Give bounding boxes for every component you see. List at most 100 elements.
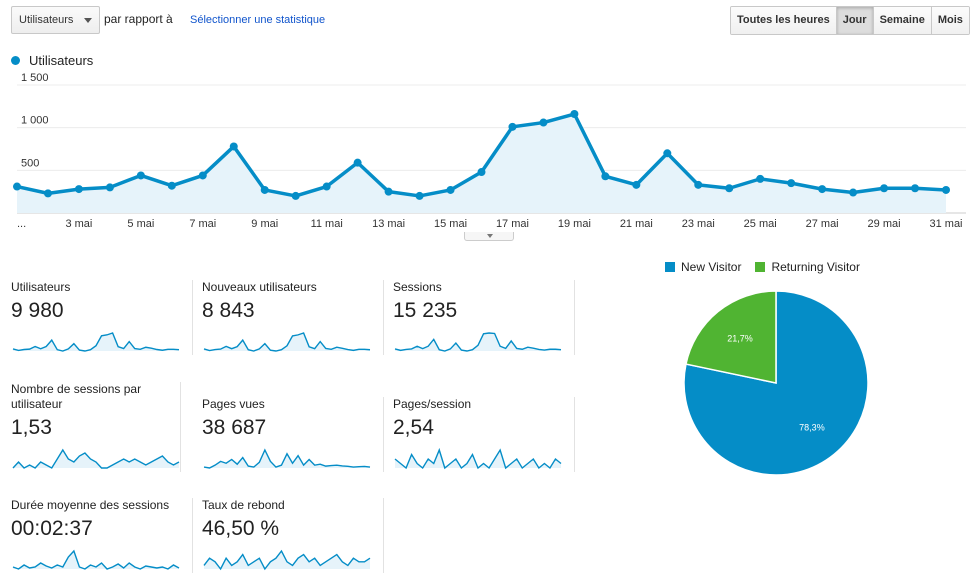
tile-value: 1,53 bbox=[11, 416, 52, 439]
y-tick-label: 1 000 bbox=[21, 115, 49, 127]
tile-value: 38 687 bbox=[202, 416, 267, 439]
pie-legend-item[interactable]: New Visitor bbox=[665, 260, 741, 274]
data-point bbox=[43, 189, 52, 198]
sparkline-line bbox=[12, 332, 180, 352]
period-month-button[interactable]: Mois bbox=[931, 7, 969, 34]
tile-sparkline bbox=[12, 448, 180, 469]
period-week-button[interactable]: Semaine bbox=[873, 7, 932, 34]
data-point bbox=[663, 149, 672, 158]
data-point bbox=[508, 122, 517, 131]
data-point bbox=[911, 184, 920, 193]
returning-visitor-swatch bbox=[755, 262, 766, 272]
data-point bbox=[601, 172, 610, 181]
tile-label: Pages/session bbox=[393, 397, 472, 411]
tile-label: Sessions bbox=[393, 280, 442, 294]
data-point bbox=[353, 158, 362, 167]
x-tick-label: 17 mai bbox=[496, 218, 529, 230]
data-point bbox=[818, 185, 827, 194]
select-statistic-link[interactable]: Sélectionner une statistique bbox=[190, 14, 326, 26]
users-over-time-chart: 500 1 000 1 500... 3 mai 5 mai 7 mai 9 mai 11 m… bbox=[13, 72, 966, 230]
data-point bbox=[570, 110, 579, 119]
x-tick-label: 31 mai bbox=[929, 218, 962, 230]
data-point bbox=[849, 188, 858, 197]
series-area bbox=[17, 114, 946, 213]
pie-slice bbox=[685, 290, 777, 384]
data-point bbox=[198, 171, 207, 180]
data-point bbox=[260, 185, 269, 194]
x-tick-label: 15 mai bbox=[434, 218, 467, 230]
pie-legend: New Visitor Returning Visitor bbox=[665, 260, 874, 274]
compare-label: par rapport à bbox=[104, 12, 173, 26]
sparkline-line bbox=[203, 448, 371, 469]
tile-avg-session-duration: Durée moyenne des sessions 00:02:37 bbox=[11, 498, 193, 573]
tile-label: Nouveaux utilisateurs bbox=[202, 280, 317, 294]
data-point bbox=[229, 142, 238, 151]
data-point bbox=[291, 191, 300, 200]
data-point bbox=[880, 184, 889, 193]
tile-label: Nombre de sessions par utilisateur bbox=[11, 382, 142, 411]
visitor-type-pie-chart: 78,3% 21,7% bbox=[683, 290, 869, 476]
tile-sparkline bbox=[203, 332, 371, 352]
data-point bbox=[384, 187, 393, 196]
x-tick-label: 25 mai bbox=[744, 218, 777, 230]
tile-pages-per-session: Pages/session 2,54 bbox=[393, 397, 575, 472]
x-tick-label: 19 mai bbox=[558, 218, 591, 230]
pie-slice-label: 21,7% bbox=[727, 334, 753, 344]
x-tick-label: 11 mai bbox=[311, 218, 343, 230]
metric-select-value: Utilisateurs bbox=[19, 14, 74, 26]
data-point bbox=[756, 174, 765, 183]
sparkline-line bbox=[203, 332, 371, 352]
tile-new-users: Nouveaux utilisateurs 8 843 bbox=[202, 280, 384, 355]
x-tick-label: 13 mai bbox=[372, 218, 405, 230]
tile-label: Utilisateurs bbox=[11, 280, 71, 294]
y-tick-label: 1 500 bbox=[21, 72, 49, 84]
tile-users: Utilisateurs 9 980 bbox=[11, 280, 193, 355]
main-chart-series-name: Utilisateurs bbox=[29, 53, 94, 68]
tile-sessions: Sessions 15 235 bbox=[393, 280, 575, 355]
metric-select[interactable]: Utilisateurs bbox=[11, 6, 100, 34]
data-point bbox=[446, 185, 455, 194]
x-tick-label: 23 mai bbox=[682, 218, 715, 230]
period-toggle-group: Toutes les heures Jour Semaine Mois bbox=[730, 6, 970, 35]
data-point bbox=[13, 182, 21, 191]
tile-value: 00:02:37 bbox=[11, 517, 93, 540]
data-point bbox=[787, 179, 796, 188]
chevron-down-icon bbox=[84, 18, 92, 23]
sparkline-line bbox=[12, 549, 180, 570]
tile-sparkline bbox=[203, 448, 371, 469]
tile-label: Pages vues bbox=[202, 397, 265, 411]
tile-label: Durée moyenne des sessions bbox=[11, 498, 170, 512]
data-point bbox=[694, 180, 703, 189]
tile-value: 9 980 bbox=[11, 299, 64, 322]
x-tick-label: 21 mai bbox=[620, 218, 653, 230]
sparkline-area bbox=[204, 450, 370, 468]
tile-value: 15 235 bbox=[393, 299, 458, 322]
tile-pageviews: Pages vues 38 687 bbox=[202, 397, 384, 472]
tile-sparkline bbox=[394, 332, 562, 352]
pie-legend-item[interactable]: Returning Visitor bbox=[755, 260, 860, 274]
data-point bbox=[415, 191, 424, 200]
x-tick-label: ... bbox=[17, 218, 26, 230]
tile-value: 2,54 bbox=[393, 416, 434, 439]
tile-sparkline bbox=[12, 332, 180, 352]
data-point bbox=[74, 185, 83, 194]
data-point bbox=[322, 182, 331, 191]
x-tick-label: 3 mai bbox=[65, 218, 92, 230]
period-hourly-button[interactable]: Toutes les heures bbox=[731, 7, 837, 34]
x-tick-label: 27 mai bbox=[806, 218, 839, 230]
sparkline-line bbox=[394, 447, 562, 470]
data-point bbox=[136, 171, 145, 180]
new-visitor-swatch bbox=[665, 262, 675, 272]
x-tick-label: 9 mai bbox=[251, 218, 278, 230]
period-day-button[interactable]: Jour bbox=[836, 7, 874, 34]
chart-collapse-handle[interactable] bbox=[464, 232, 514, 241]
tile-sessions-per-user: Nombre de sessions par utilisateur 1,53 bbox=[11, 382, 181, 472]
x-tick-label: 29 mai bbox=[868, 218, 901, 230]
sparkline-area bbox=[395, 450, 561, 468]
data-point bbox=[725, 184, 734, 193]
sparkline-area bbox=[204, 551, 370, 569]
tile-bounce-rate: Taux de rebond 46,50 % bbox=[202, 498, 384, 573]
data-point bbox=[105, 183, 114, 192]
pie-legend-label: New Visitor bbox=[681, 260, 742, 274]
tile-sparkline bbox=[203, 549, 371, 571]
